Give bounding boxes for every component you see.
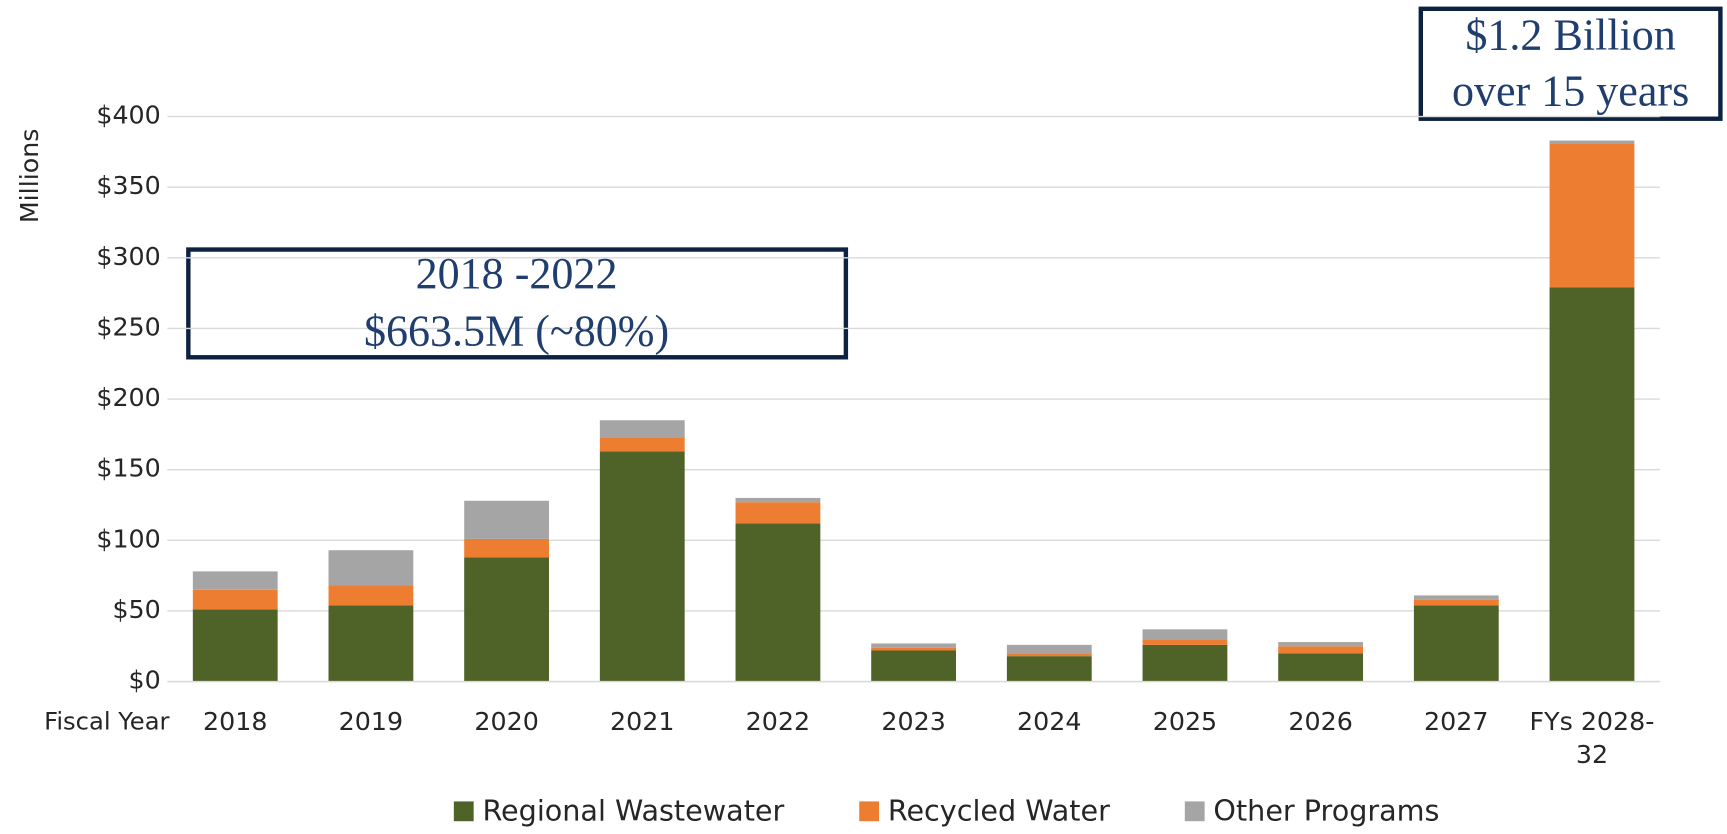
x-tick-label: 2018 <box>202 707 268 737</box>
bar-segment <box>1006 656 1092 682</box>
x-tick-label-box: 2022 <box>745 707 811 737</box>
annotation-text: $1.2 Billion <box>1465 11 1675 60</box>
x-tick-label-box: 2027 <box>1424 707 1489 737</box>
y-tick-label: $150 <box>96 454 160 483</box>
x-tick-label: 2021 <box>610 707 675 737</box>
x-tick-label-box: 2021 <box>610 707 675 737</box>
bar-segment <box>1413 605 1499 682</box>
bar-segment <box>735 523 821 682</box>
y-tick-label: $350 <box>96 171 160 200</box>
y-tick-label: $300 <box>96 242 160 271</box>
bar-segment <box>599 420 685 438</box>
legend-label: Other Programs <box>1213 793 1439 827</box>
bar-segment <box>735 497 821 503</box>
y-tick-label: $400 <box>96 101 160 130</box>
bar-segment <box>1549 287 1635 682</box>
x-tick-label-box: 2019 <box>338 707 404 737</box>
bar-segment <box>1549 140 1635 144</box>
bar-segment <box>192 609 278 682</box>
bar-segment <box>1549 143 1635 288</box>
annotation-box <box>186 247 849 360</box>
bar-segment <box>464 557 549 682</box>
legend-label: Recycled Water <box>888 793 1110 827</box>
y-tick-label: $50 <box>112 595 160 624</box>
legend-label: Regional Wastewater <box>482 793 784 827</box>
annotation-box <box>1418 6 1723 121</box>
bar-segment <box>464 500 549 539</box>
bar-segment <box>192 589 278 610</box>
x-tick-label: FYs 2028-32 <box>1529 707 1655 770</box>
annotation-text: 2018 -2022 <box>416 249 618 298</box>
x-tick-label: 2027 <box>1424 707 1489 737</box>
bar-segment <box>1413 599 1499 606</box>
bar-segment <box>1142 639 1228 645</box>
legend: Regional Wastewater Recycled Water Other P… <box>453 793 1439 827</box>
y-tick-label: $100 <box>96 524 160 553</box>
x-tick-label-box: 2023 <box>881 707 946 737</box>
annotation-text: $663.5M (~80%) <box>364 306 669 355</box>
x-tick-label-box: 2025 <box>1152 707 1218 737</box>
x-tick-label: 2025 <box>1152 707 1218 737</box>
x-axis-label: Fiscal Year <box>44 707 169 735</box>
bar-segment <box>1142 644 1228 682</box>
y-tick-label: $250 <box>96 312 160 341</box>
x-tick-label: 2022 <box>745 707 811 737</box>
x-tick-label-box: 2018 <box>202 707 268 737</box>
x-tick-label-box: 2026 <box>1288 707 1353 737</box>
bar-segment <box>328 605 414 682</box>
x-tick-label: 2024 <box>1017 707 1082 737</box>
bar-segment <box>1278 653 1364 682</box>
bar-segment <box>735 502 821 524</box>
x-tick-label-box: 2020 <box>474 707 539 737</box>
bar-segment <box>464 538 549 558</box>
legend-swatch <box>1184 801 1205 822</box>
bar-segment <box>328 585 414 606</box>
bar-segment <box>871 650 957 682</box>
bar-segment <box>1278 642 1364 647</box>
bar-segment <box>1006 644 1092 654</box>
y-axis-label: Millions <box>15 129 44 224</box>
x-tick-label: 2020 <box>474 707 539 737</box>
bar-segment <box>599 437 685 452</box>
bar-segment <box>599 451 685 682</box>
bar-segment <box>1142 629 1228 640</box>
bar-segment <box>1278 646 1364 654</box>
x-tick-label: 2023 <box>881 707 946 737</box>
bar-segment <box>328 550 414 586</box>
legend-swatch <box>859 801 880 822</box>
annotation-text: over 15 years <box>1452 67 1689 116</box>
bar-segment <box>192 571 278 590</box>
x-tick-label: 2026 <box>1288 707 1353 737</box>
bar-segment <box>871 647 957 651</box>
bar-segment <box>1413 595 1499 600</box>
y-tick-label: $200 <box>96 383 160 412</box>
legend-swatch <box>453 801 474 822</box>
x-tick-label: 2019 <box>338 707 404 737</box>
bar-segment <box>871 643 957 648</box>
bar-segment <box>1006 653 1092 657</box>
x-tick-label-box: FYs 2028-32 <box>1529 707 1655 770</box>
y-tick-label: $0 <box>129 666 161 695</box>
x-tick-label-box: 2024 <box>1017 707 1082 737</box>
